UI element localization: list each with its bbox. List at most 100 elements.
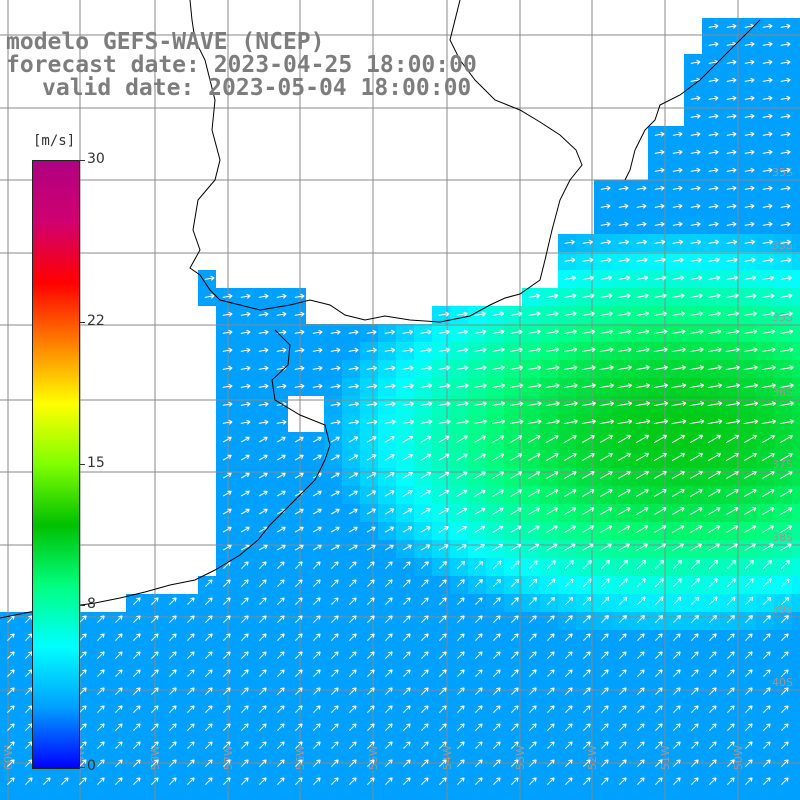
wind-arrow [546,329,560,335]
wind-arrow [726,149,737,155]
wind-arrow [672,507,685,516]
wind-arrow [691,777,699,785]
wind-arrow [725,365,740,371]
wind-arrow [743,365,758,371]
wind-arrow [402,329,414,335]
wind-arrow [385,615,393,623]
wind-arrow [726,507,739,516]
wind-arrow [223,579,231,587]
wind-arrow [743,452,757,462]
wind-arrow [745,705,753,713]
field-cell [576,792,594,800]
wind-arrow [276,454,286,461]
wind-arrow [295,579,303,587]
wind-arrow [169,597,177,605]
wind-arrow [474,383,487,389]
wind-arrow [241,705,249,713]
wind-arrow [493,615,501,623]
wind-arrow [492,471,505,479]
wind-arrow [241,669,249,677]
wind-arrow [115,615,123,623]
wind-arrow [313,777,321,785]
wind-arrow [655,741,663,749]
field-cell [162,792,180,800]
wind-arrow [708,77,719,83]
wind-arrow [582,596,592,606]
wind-arrow [708,167,719,173]
wind-arrow [709,759,717,767]
wind-arrow [474,401,488,407]
wind-arrow [438,401,451,407]
wind-arrow [366,526,376,533]
wind-arrow [708,221,719,227]
wind-arrow [313,723,321,731]
wind-arrow [258,329,269,335]
wind-arrow [583,615,591,623]
wind-arrow [367,687,375,695]
wind-arrow [240,347,251,353]
wind-arrow [690,507,703,516]
wind-arrow [546,543,558,551]
wind-arrow [330,329,341,335]
wind-arrow [726,203,737,209]
wind-arrow [385,669,393,677]
wind-arrow [635,347,650,353]
wind-arrow [745,687,753,695]
wind-arrow [348,544,358,551]
wind-arrow [761,471,775,480]
wind-arrow [708,23,719,29]
wind-arrow [563,401,578,407]
wind-arrow [565,759,573,767]
wind-arrow [582,275,595,281]
wind-arrow [635,329,650,335]
wind-arrow [511,705,519,713]
wind-arrow [349,615,357,623]
wind-arrow [312,347,323,353]
wind-arrow [527,419,542,425]
wind-arrow [727,759,735,767]
wind-arrow [546,471,559,480]
wind-arrow [726,257,738,263]
wind-arrow [277,669,285,677]
wind-arrow [528,560,538,570]
wind-arrow [222,365,233,371]
wind-arrow [366,347,377,353]
wind-arrow [151,669,159,677]
wind-arrow [349,597,357,605]
wind-arrow [241,723,249,731]
wind-arrow [655,777,663,785]
wind-arrow [259,687,267,695]
wind-arrow [205,615,213,623]
wind-arrow [384,365,396,371]
wind-arrow [726,275,739,281]
wind-arrow [187,759,195,767]
wind-arrow [636,559,647,570]
wind-arrow [367,615,375,623]
wind-arrow [402,508,413,515]
field-cell [594,792,612,800]
wind-arrow [619,651,627,659]
wind-arrow [617,329,632,335]
wind-arrow [331,651,339,659]
wind-arrow [600,596,610,606]
wind-arrow [492,311,505,317]
wind-arrow [690,59,701,65]
wind-arrow [79,777,87,785]
wind-arrow [240,419,251,425]
wind-arrow [637,687,645,695]
wind-arrow [384,436,395,443]
wind-arrow [348,490,358,497]
wind-arrow [780,203,791,209]
wind-arrow [402,383,414,389]
wind-arrow [547,759,555,767]
wind-arrow [169,705,177,713]
wind-arrow [367,651,375,659]
wind-arrow [673,741,681,749]
wind-arrow [636,507,649,516]
wind-arrow [582,578,592,588]
wind-arrow [654,131,665,137]
wind-arrow [745,777,753,785]
wind-arrow [673,633,681,641]
wind-arrow [654,257,666,263]
wind-arrow [331,777,339,785]
